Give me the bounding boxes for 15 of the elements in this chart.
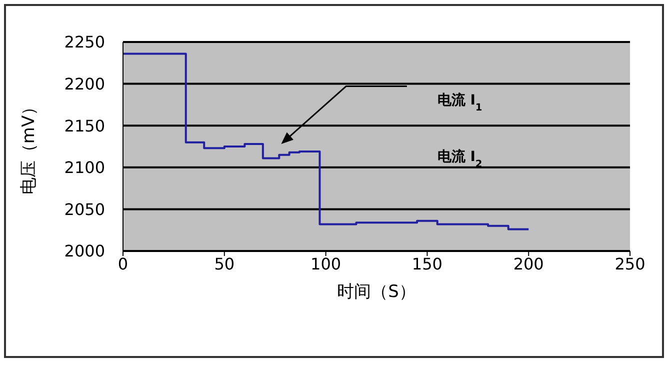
x-tick-label: 250 [614,254,646,274]
x-tick-label: 200 [513,254,544,274]
x-tick-label: 50 [214,254,235,274]
x-tick-label: 100 [310,254,342,274]
x-axis-title: 时间（S） [337,282,416,302]
y-axis-title: 电压（mV） [19,98,40,195]
y-tick-label: 2100 [64,158,105,178]
y-tick-label: 2000 [64,242,105,261]
y-tick-label: 2200 [64,74,105,94]
x-tick-label: 150 [412,254,442,274]
annotation: 电流 I$_{1}$ [437,92,482,114]
y-tick-label: 2050 [64,200,105,219]
y-tick-label: 2150 [64,116,105,136]
y-tick-label: 2250 [64,32,105,52]
x-tick-label: 0 [118,254,128,274]
